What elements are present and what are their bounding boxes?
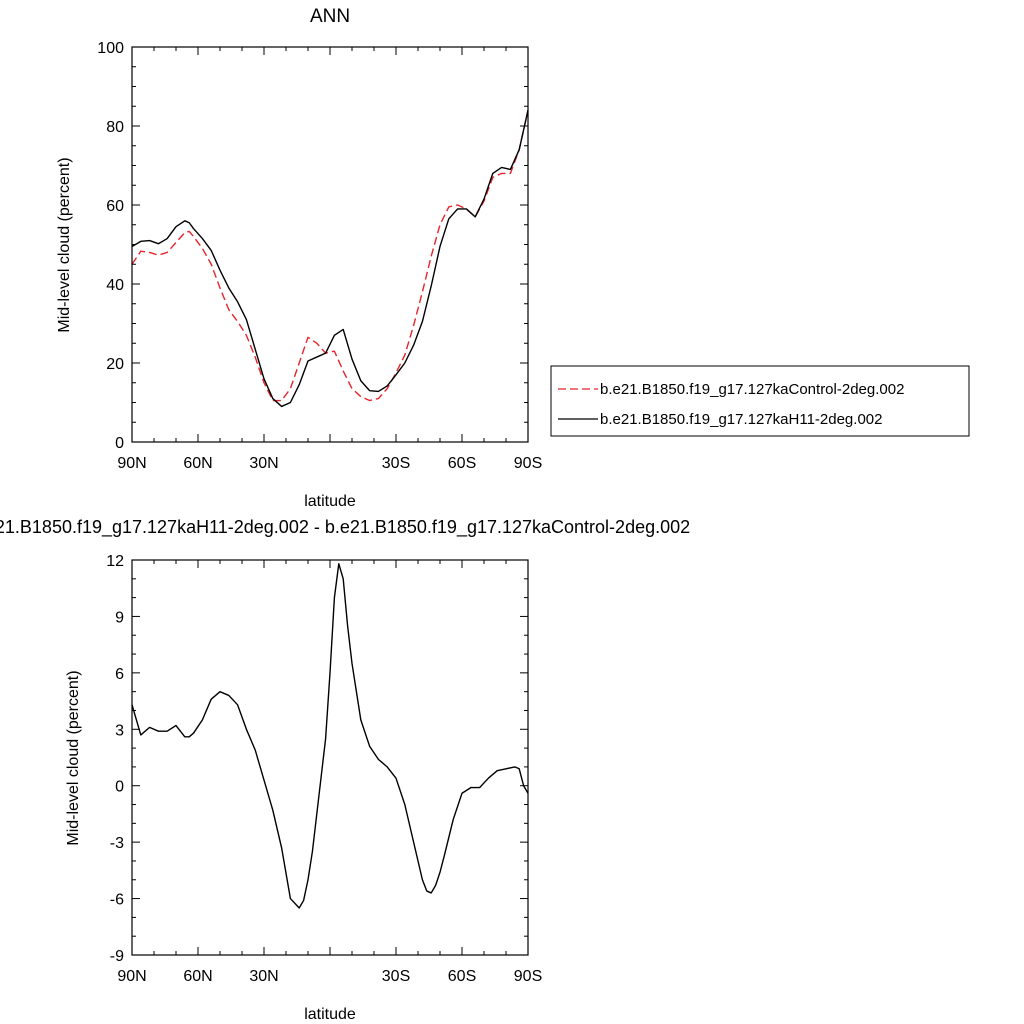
top-chart-series-1 [131,110,529,408]
bottom-chart-xtick-label: 60N [183,968,212,985]
top-chart-series-0 [131,110,529,402]
bottom-chart-title: b.e21.B1850.f19_g17.127kaH11-2deg.002 - … [0,517,690,538]
bottom-chart-ytick-label: 3 [115,722,124,739]
bottom-chart-ytick-label: -9 [110,948,124,965]
legend-label-control: b.e21.B1850.f19_g17.127kaControl-2deg.00… [600,381,904,398]
top-chart-ytick-label: 60 [106,198,124,215]
top-chart-ylabel: Mid-level cloud (percent) [56,157,73,332]
bottom-chart-series-0 [131,563,529,909]
bottom-chart-ytick-label: -3 [110,835,124,852]
bottom-chart-ytick-label: -6 [110,892,124,909]
bottom-chart-xtick-label: 90N [117,968,146,985]
top-chart-ticks-layer: 90N 60N 30N 30S 60S 90S 0 20 40 60 80 100 [97,40,542,472]
bottom-chart-ytick-label: 0 [115,779,124,796]
bottom-chart-ytick-label: 6 [115,666,124,683]
top-chart-ytick-label: 40 [106,277,124,294]
top-chart-ytick-label: 20 [106,356,124,373]
legend-box [550,365,970,437]
bottom-chart: b.e21.B1850.f19_g17.127kaH11-2deg.002 - … [0,517,690,1023]
legend: b.e21.B1850.f19_g17.127kaControl-2deg.00… [550,365,970,437]
top-chart-ytick-label: 0 [115,435,124,452]
bottom-chart-xtick-label: 30N [249,968,278,985]
bottom-chart-ticks-layer: 90N 60N 30N 30S 60S 90S -9 -6 -3 0 3 6 9 12 [106,553,542,985]
top-chart: ANN Mid-level cloud (percent) latitude 9… [56,6,542,510]
top-chart-frame [131,46,529,443]
top-chart-ytick-label: 80 [106,119,124,136]
bottom-chart-xtick-label: 90S [514,968,542,985]
top-chart-xtick-label: 30N [249,455,278,472]
bottom-chart-frame [131,559,529,956]
top-chart-xtick-label: 90S [514,455,542,472]
bottom-chart-ylabel: Mid-level cloud (percent) [65,670,82,845]
top-chart-xtick-label: 60S [448,455,476,472]
top-chart-title: ANN [310,6,350,27]
bottom-chart-xlabel: latitude [304,1006,356,1023]
legend-label-h11: b.e21.B1850.f19_g17.127kaH11-2deg.002 [600,411,882,428]
top-chart-ytick-label: 100 [97,40,124,57]
bottom-chart-ytick-label: 12 [106,553,124,570]
bottom-chart-xtick-label: 60S [448,968,476,985]
top-chart-xtick-label: 30S [382,455,410,472]
bottom-chart-xtick-label: 30S [382,968,410,985]
top-chart-xtick-label: 90N [117,455,146,472]
top-chart-xlabel: latitude [304,493,356,510]
top-chart-xtick-label: 60N [183,455,212,472]
bottom-chart-series-layer [131,563,529,909]
bottom-chart-ytick-label: 9 [115,609,124,626]
top-chart-series-layer [131,110,529,408]
